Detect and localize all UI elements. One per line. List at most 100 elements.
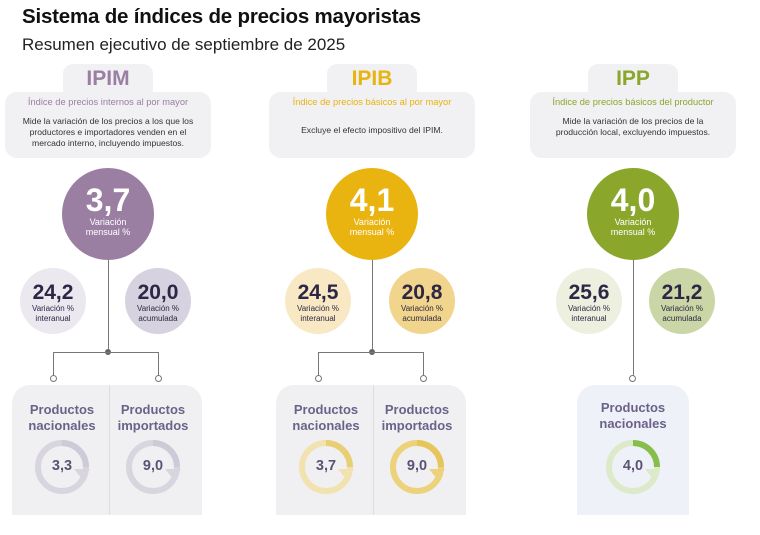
monthly-variation-circle: 3,7 Variación mensual % — [62, 168, 154, 260]
product-label-2: nacionales — [292, 417, 360, 433]
yearly-variation-label-2: interanual — [300, 313, 336, 323]
index-description: Excluye el efecto impositivo del IPIM. — [301, 125, 443, 135]
connector-line — [632, 260, 634, 376]
index-name: Índice de precios básicos del productor — [552, 97, 714, 107]
monthly-variation-label: Variación mensual % — [610, 217, 656, 237]
connector-end — [420, 375, 427, 382]
yearly-variation-circle: 25,6 Variación % interanual — [556, 268, 622, 334]
product-cell: Productos nacionales 4,0 — [588, 385, 678, 515]
product-label-2: importados — [381, 417, 453, 433]
yearly-variation-label-1: Variación % — [296, 304, 340, 313]
product-value: 3,3 — [51, 458, 73, 474]
ring-arc — [416, 440, 444, 468]
product-value: 9,0 — [406, 458, 428, 474]
monthly-variation-value: 4,0 — [610, 182, 656, 218]
arrow-head — [645, 469, 661, 479]
panel-ipim: IPIM Índice de precios internos al por m… — [0, 0, 228, 535]
connector-branch — [318, 352, 424, 353]
divider — [373, 385, 374, 515]
yearly-variation-label-1: Variación % — [567, 304, 611, 313]
yearly-variation-label-2: interanual — [35, 313, 71, 323]
connector-line — [107, 260, 109, 352]
connector-end — [315, 375, 322, 382]
accumulated-variation-label-1: Variación % — [400, 304, 444, 313]
product-value: 9,0 — [142, 458, 164, 474]
description-box: Índice de precios internos al por mayor … — [5, 92, 211, 158]
cycle-arrow-icon: 9,0 — [387, 437, 447, 497]
product-value: 3,7 — [315, 458, 337, 474]
arrow-head — [74, 469, 90, 479]
yearly-variation-value: 25,6 — [568, 281, 610, 304]
accumulated-variation-circle: 20,8 Variación % acumulada — [389, 268, 455, 334]
index-name: Índice de precios internos al por mayor — [27, 97, 189, 107]
accumulated-variation-value: 20,0 — [137, 281, 179, 304]
accumulated-variation-value: 20,8 — [401, 281, 443, 304]
connector-end — [155, 375, 162, 382]
yearly-variation-circle: 24,5 Variación % interanual — [285, 268, 351, 334]
description-box: Índice de precios básicos del productor … — [530, 92, 736, 158]
arrow-head — [165, 469, 181, 479]
products-card: Productos nacionales 4,0 — [577, 385, 689, 515]
product-value: 4,0 — [622, 458, 644, 474]
monthly-variation-value: 3,7 — [85, 182, 131, 218]
connector-branch — [53, 352, 159, 353]
product-label-1: Productos — [29, 402, 95, 417]
yearly-variation-label-1: Variación % — [31, 304, 75, 313]
page-subtitle: Resumen ejecutivo de septiembre de 2025 — [22, 35, 346, 54]
products-card: Productos nacionales 3,3 Productos importa… — [12, 385, 202, 515]
product-label-2: importados — [117, 417, 189, 433]
arrow-head — [429, 469, 445, 479]
ring-arc — [325, 440, 353, 468]
yearly-variation-circle: 24,2 Variación % interanual — [20, 268, 86, 334]
accumulated-variation-circle: 21,2 Variación % acumulada — [649, 268, 715, 334]
product-label-1: Productos — [384, 402, 450, 417]
product-label-1: Productos — [120, 402, 186, 417]
product-cell: Productos nacionales 3,3 — [17, 385, 107, 515]
product-cell: Productos importados 9,0 — [372, 385, 462, 515]
products-card: Productos nacionales 3,7 Productos importa… — [276, 385, 466, 515]
page-title: Sistema de índices de precios mayoristas — [22, 5, 421, 28]
product-cell: Productos nacionales 3,7 — [281, 385, 371, 515]
description-box: Índice de precios básicos al por mayor E… — [269, 92, 475, 158]
connector-leg-right — [158, 352, 159, 376]
connector-line — [371, 260, 373, 352]
accumulated-variation-value: 21,2 — [661, 281, 703, 304]
product-label-2: nacionales — [28, 417, 96, 433]
product-label-1: Productos — [293, 402, 359, 417]
product-label-2: nacionales — [599, 415, 667, 431]
cycle-arrow-icon: 4,0 — [603, 437, 663, 497]
index-description: Mide la variación de los precios de la p… — [555, 116, 711, 137]
monthly-variation-circle: 4,1 Variación mensual % — [326, 168, 418, 260]
index-name: Índice de precios básicos al por mayor — [292, 97, 452, 107]
cycle-arrow-icon: 3,7 — [296, 437, 356, 497]
yearly-variation-value: 24,2 — [32, 281, 74, 304]
divider — [109, 385, 110, 515]
connector-leg-right — [423, 352, 424, 376]
accumulated-variation-label-2: acumulada — [402, 313, 442, 323]
ring-arc — [152, 440, 180, 468]
yearly-variation-label-2: interanual — [571, 313, 607, 323]
connector-leg-left — [53, 352, 54, 376]
panel-ipp: IPP Índice de precios básicos del produc… — [513, 0, 753, 535]
accumulated-variation-circle: 20,0 Variación % acumulada — [125, 268, 191, 334]
product-label-1: Productos — [600, 400, 666, 415]
monthly-variation-label: Variación mensual % — [85, 217, 131, 237]
monthly-variation-circle: 4,0 Variación mensual % — [587, 168, 679, 260]
connector-end — [629, 375, 636, 382]
cycle-arrow-icon: 9,0 — [123, 437, 183, 497]
yearly-variation-value: 24,5 — [297, 281, 339, 304]
product-cell: Productos importados 9,0 — [108, 385, 198, 515]
ring-arc — [632, 440, 660, 468]
connector-leg-left — [318, 352, 319, 376]
monthly-variation-label: Variación mensual % — [349, 217, 395, 237]
connector-end — [50, 375, 57, 382]
monthly-variation-value: 4,1 — [349, 182, 395, 218]
cycle-arrow-icon: 3,3 — [32, 437, 92, 497]
panel-ipib: IPIB Índice de precios básicos al por ma… — [252, 0, 492, 535]
accumulated-variation-label-2: acumulada — [138, 313, 178, 323]
arrow-head — [338, 469, 354, 479]
accumulated-variation-label-2: acumulada — [662, 313, 702, 323]
accumulated-variation-label-1: Variación % — [136, 304, 180, 313]
accumulated-variation-label-1: Variación % — [660, 304, 704, 313]
ring-arc — [61, 440, 89, 468]
